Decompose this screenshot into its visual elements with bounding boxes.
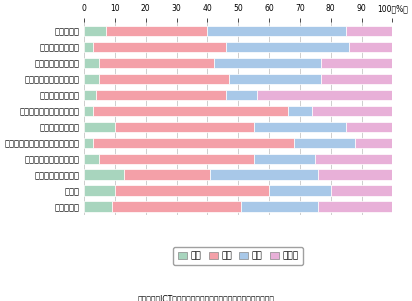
Bar [115, 185, 269, 196]
Bar [318, 169, 392, 180]
Bar [257, 90, 392, 100]
Bar [312, 106, 392, 116]
Bar [318, 201, 392, 212]
Bar [84, 106, 93, 116]
Bar [99, 58, 213, 68]
Bar [84, 90, 96, 100]
Bar [226, 42, 349, 52]
Bar [229, 74, 321, 84]
Bar [99, 74, 229, 84]
Bar [349, 42, 392, 52]
Bar [93, 138, 294, 148]
Bar [207, 26, 346, 36]
Bar [84, 201, 112, 212]
Bar [112, 201, 241, 212]
Bar [84, 138, 93, 148]
Bar [346, 26, 392, 36]
Bar [331, 185, 392, 196]
Bar [288, 106, 312, 116]
Bar [321, 74, 392, 84]
Bar [346, 122, 392, 132]
Bar [226, 90, 257, 100]
Bar [356, 138, 392, 148]
Bar [96, 90, 226, 100]
Bar [321, 58, 392, 68]
Bar [84, 42, 93, 52]
Bar [84, 74, 99, 84]
Bar [84, 154, 99, 164]
Legend: 日本, 北米, 欧州, アジア: 日本, 北米, 欧州, アジア [173, 247, 303, 265]
Bar [99, 154, 254, 164]
Bar [124, 169, 211, 180]
Bar [105, 26, 207, 36]
Text: （出典）「ICT分野の研究開発に関する国際比較に関する調査」: （出典）「ICT分野の研究開発に関する国際比較に関する調査」 [138, 294, 274, 301]
Bar [84, 58, 99, 68]
Bar [93, 106, 288, 116]
Bar [84, 185, 115, 196]
Bar [254, 154, 315, 164]
Bar [241, 201, 318, 212]
Bar [213, 58, 321, 68]
Bar [269, 185, 331, 196]
Bar [315, 154, 392, 164]
Bar [115, 122, 254, 132]
Bar [84, 122, 115, 132]
Bar [84, 169, 124, 180]
Bar [84, 26, 105, 36]
Bar [294, 138, 356, 148]
Bar [93, 42, 226, 52]
Bar [211, 169, 318, 180]
Bar [254, 122, 346, 132]
